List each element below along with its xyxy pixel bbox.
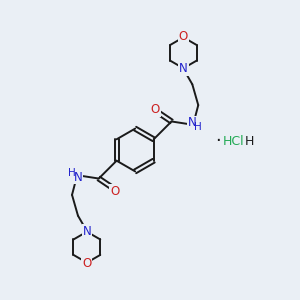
Text: O: O bbox=[151, 103, 160, 116]
Text: O: O bbox=[179, 30, 188, 43]
Text: N: N bbox=[74, 170, 82, 184]
Text: N: N bbox=[82, 225, 91, 238]
Text: HCl: HCl bbox=[222, 135, 244, 148]
Text: N: N bbox=[179, 62, 188, 75]
Text: ·: · bbox=[215, 132, 221, 150]
Text: O: O bbox=[110, 185, 119, 198]
Text: H: H bbox=[245, 135, 254, 148]
Text: N: N bbox=[188, 116, 197, 130]
Text: H: H bbox=[194, 122, 202, 132]
Text: H: H bbox=[68, 168, 76, 178]
Text: O: O bbox=[82, 257, 92, 270]
